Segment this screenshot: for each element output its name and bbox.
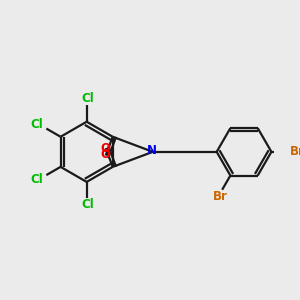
Text: Cl: Cl (81, 92, 94, 105)
Text: Br: Br (213, 190, 228, 202)
Text: Br: Br (290, 145, 300, 158)
Text: O: O (101, 142, 111, 155)
Text: N: N (147, 144, 157, 158)
Text: Cl: Cl (31, 173, 44, 186)
Text: Cl: Cl (81, 198, 94, 211)
Text: O: O (101, 148, 111, 161)
Text: Cl: Cl (31, 118, 44, 130)
